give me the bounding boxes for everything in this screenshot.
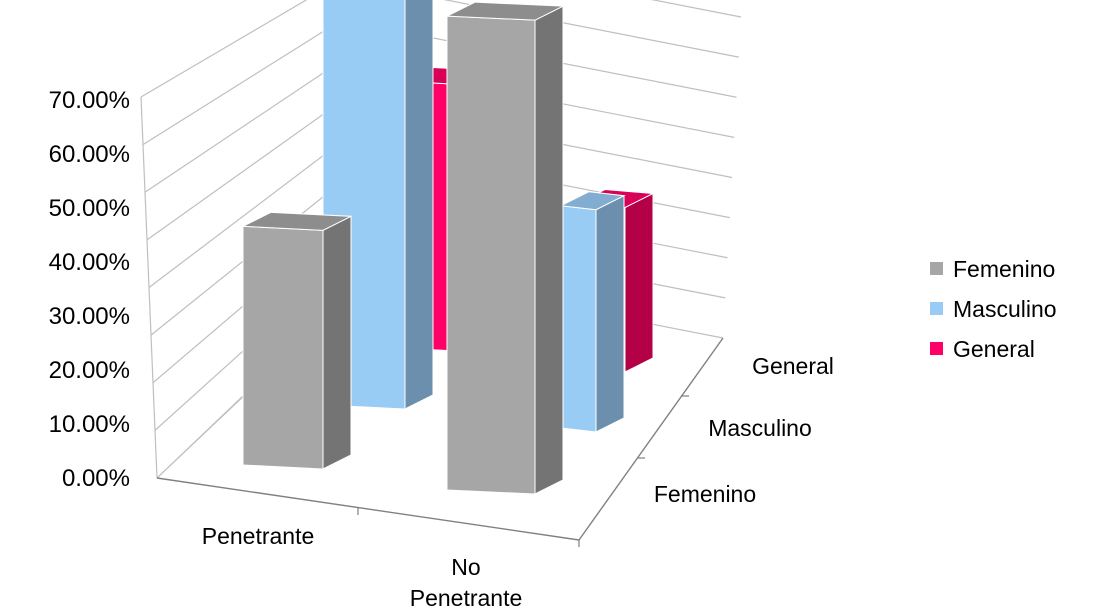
bar-side-face (595, 194, 625, 433)
depth-label: Femenino (654, 481, 756, 507)
x-axis-labels: Penetrante No Penetrante (202, 523, 523, 611)
left-wall-edge (140, 96, 158, 479)
bar-side-face (534, 5, 564, 495)
gridline (142, 0, 739, 146)
x-category-label: Penetrante (202, 523, 315, 549)
bar-front-face (446, 15, 536, 495)
bars-layer (241, 0, 655, 495)
y-tick-label: 40.00% (49, 249, 130, 276)
y-tick-label: 0.00% (62, 465, 130, 492)
bar-side-face (404, 0, 434, 410)
depth-label: Masculino (708, 415, 812, 441)
x-axis-line (156, 477, 580, 541)
y-tick-label: 50.00% (49, 195, 130, 222)
y-tick-label: 60.00% (49, 141, 130, 168)
legend-label: General (953, 336, 1035, 362)
legend-item-femenino: Femenino (930, 256, 1055, 282)
legend-item-general: General (930, 336, 1035, 362)
legend-label: Masculino (953, 296, 1057, 322)
bar-masculino-2 (559, 191, 626, 433)
bar-side-face (322, 215, 352, 470)
depth-axis-labels: Femenino Masculino General (654, 353, 834, 507)
bar-side-face (624, 192, 654, 373)
bar-femenino-2 (445, 1, 565, 495)
legend-swatch-femenino (930, 262, 943, 275)
legend: Femenino Masculino General (930, 256, 1057, 362)
x-category-label: No (451, 554, 480, 580)
legend-label: Femenino (953, 256, 1055, 282)
y-tick-label: 20.00% (49, 357, 130, 384)
legend-swatch-masculino (930, 302, 943, 315)
depth-label: General (752, 353, 834, 379)
y-tick-label: 30.00% (49, 303, 130, 330)
bar-femenino-1 (241, 211, 353, 470)
bar-top-face (559, 191, 626, 211)
legend-swatch-general (930, 342, 943, 355)
y-tick-label: 70.00% (49, 87, 130, 114)
y-tick-label: 10.00% (49, 411, 130, 438)
bar-front-face (242, 225, 324, 470)
x-category-label: Penetrante (410, 585, 523, 611)
legend-item-masculino: Masculino (930, 296, 1057, 322)
gridline (140, 0, 742, 98)
bar-top-face (445, 1, 565, 21)
bar-front-face (560, 205, 597, 433)
depth-axis-line (578, 337, 724, 541)
y-axis-labels: 0.00% 10.00% 20.00% 30.00% 40.00% 50.00%… (49, 87, 130, 492)
bar-top-face (241, 211, 353, 231)
